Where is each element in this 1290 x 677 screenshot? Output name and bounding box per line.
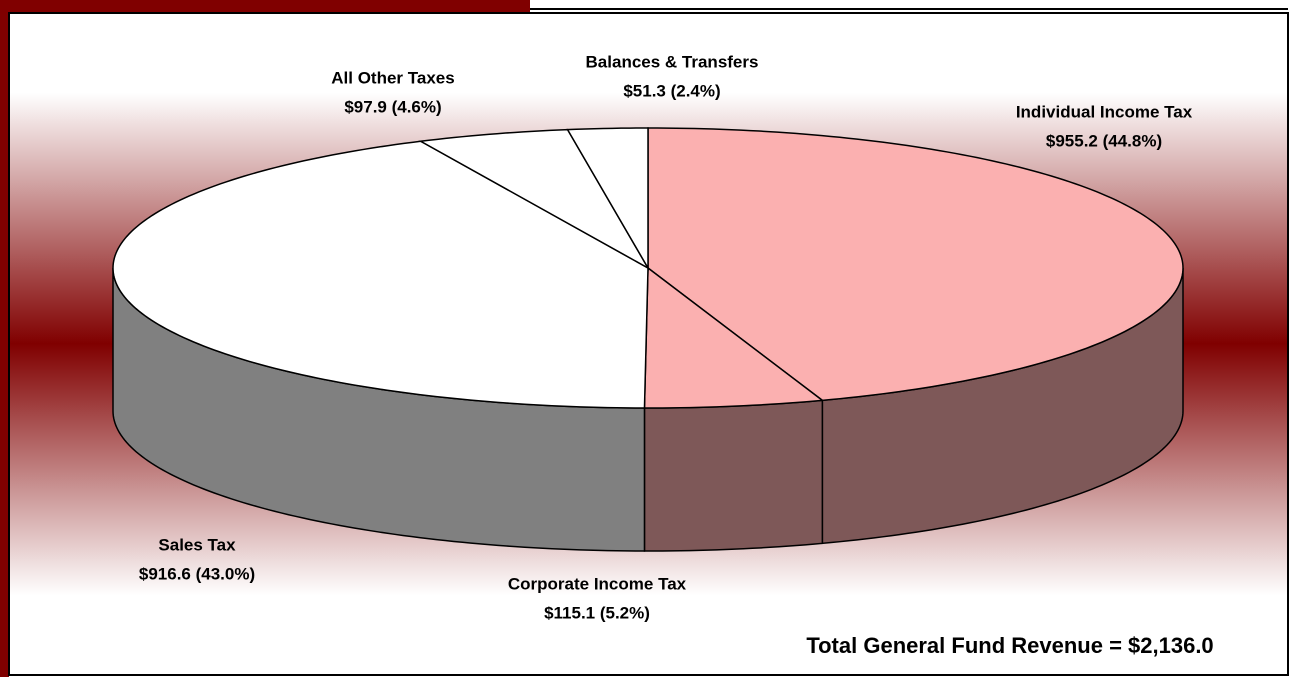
slice-side [643, 399, 824, 552]
total-annotation: Total General Fund Revenue = $2,136.0 [806, 633, 1213, 658]
slice-value-label: $51.3 (2.4%) [623, 81, 720, 100]
slice-top [418, 128, 651, 270]
slice-top [643, 266, 825, 409]
slice-label: Corporate Income Tax [508, 574, 687, 593]
slice-value-label: $115.1 (5.2%) [544, 603, 650, 622]
pie [112, 127, 1184, 552]
slice-label: All Other Taxes [331, 68, 454, 87]
header-strip [0, 0, 530, 12]
side-strip [0, 12, 9, 677]
slice-label: Balances & Transfers [586, 52, 759, 71]
slice-label: Individual Income Tax [1016, 102, 1193, 121]
slice-top [647, 127, 1184, 402]
slice-top [566, 127, 649, 271]
slice-top [112, 140, 649, 409]
slice-value-label: $955.2 (44.8%) [1046, 131, 1162, 150]
slice-value-label: $97.9 (4.6%) [344, 97, 441, 116]
slice-value-label: $916.6 (43.0%) [139, 564, 255, 583]
slice-label: Sales Tax [158, 535, 236, 554]
